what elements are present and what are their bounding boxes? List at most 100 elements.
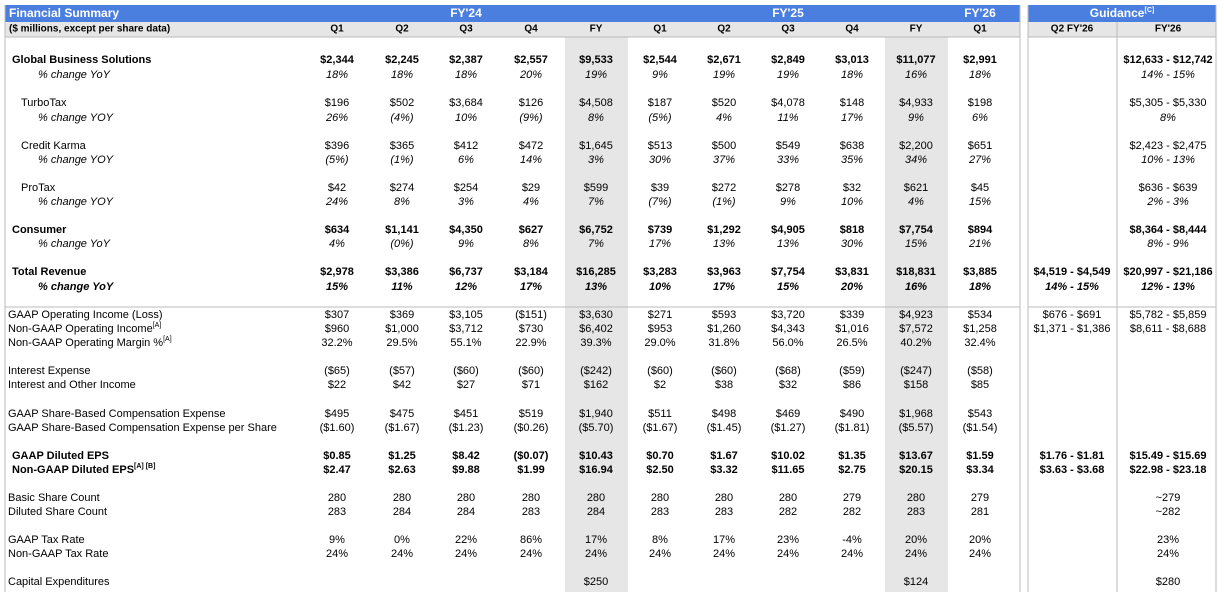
cell-value: 4% [716, 112, 732, 124]
cell-value: ($57) [389, 365, 415, 377]
guidance-value: 10% - 13% [1141, 154, 1195, 166]
cell-value: $549 [776, 140, 800, 152]
cell-value: 35% [841, 154, 863, 166]
cell-value: $960 [325, 323, 349, 335]
row-label-text: Total Revenue [12, 266, 86, 278]
cell-value: 22% [455, 534, 477, 546]
cell-value: $187 [648, 97, 672, 109]
cell-value: 18% [841, 69, 863, 81]
cell-value: 10% [649, 281, 671, 293]
cell-value: $621 [904, 182, 928, 194]
row-label-text: % change YoY [38, 238, 111, 250]
row-label: Basic Share Count [8, 492, 100, 504]
cell-value: $254 [454, 182, 478, 194]
cell-value: $27 [457, 379, 475, 391]
cell-value: 15% [326, 281, 348, 293]
cell-value: 37% [713, 154, 735, 166]
guidance-value: $12,633 - $12,742 [1123, 54, 1212, 66]
guidance-value: $22.98 - $23.18 [1129, 464, 1206, 476]
subheader-bar [5, 22, 1020, 37]
cell-value: ($1.54) [963, 422, 998, 434]
row-label-text: GAAP Tax Rate [8, 534, 85, 546]
cell-value: $520 [712, 97, 736, 109]
guidance-value: $280 [1156, 576, 1180, 588]
row-label-text: % change YOY [38, 154, 114, 166]
cell-value: $451 [454, 408, 478, 420]
cell-value: $739 [648, 224, 672, 236]
cell-value: ($1.67) [385, 422, 420, 434]
row-label: Consumer [12, 224, 67, 236]
cell-value: 32.2% [321, 337, 352, 349]
cell-value: (1%) [390, 154, 414, 166]
cell-value: $3.32 [710, 464, 738, 476]
cell-value: ($59) [839, 365, 865, 377]
row-label: Non-GAAP Operating Margin %[A] [8, 336, 172, 349]
cell-value: 56.0% [772, 337, 803, 349]
cell-value: $9.88 [452, 464, 480, 476]
cell-value: $11.65 [771, 464, 804, 476]
cell-value: $2,671 [707, 54, 741, 66]
cell-value: $1.59 [966, 450, 994, 462]
cell-value: $8.42 [452, 450, 480, 462]
cell-value: ($58) [967, 365, 993, 377]
cell-value: $32 [843, 182, 861, 194]
cell-value: 18% [391, 69, 413, 81]
year-group: FY'26 [964, 6, 996, 20]
cell-value: ($1.27) [771, 422, 806, 434]
cell-value: 20% [969, 534, 991, 546]
row-label-note: [A] [153, 322, 162, 329]
cell-value: 9% [329, 534, 345, 546]
cell-value: 26.5% [836, 337, 867, 349]
year-group: FY'24 [450, 6, 482, 20]
row-label-text: Non-GAAP Operating Margin % [8, 337, 163, 349]
cell-value: 24% [326, 548, 348, 560]
row-label-text: Global Business Solutions [12, 54, 151, 66]
cell-value: 8% [523, 238, 539, 250]
row-label-text: Capital Expenditures [8, 576, 110, 588]
guidance-value: ~279 [1156, 492, 1181, 504]
cell-value: $42 [393, 379, 411, 391]
cell-value: 24% [905, 548, 927, 560]
cell-value: 284 [393, 506, 411, 518]
header-bar [5, 5, 1020, 22]
cell-value: 18% [326, 69, 348, 81]
row-label-text: % change YOY [38, 112, 114, 124]
cell-value: 281 [971, 506, 989, 518]
cell-value: 29.0% [644, 337, 675, 349]
cell-value: 18% [969, 281, 991, 293]
cell-value: $3,720 [771, 309, 805, 321]
cell-value: $0.85 [323, 450, 351, 462]
row-label-text: % change YOY [38, 196, 114, 208]
column-header: Q2 [717, 24, 731, 35]
row-label-text: GAAP Share-Based Compensation Expense [8, 408, 225, 420]
cell-value: $634 [325, 224, 350, 236]
cell-value: $3,013 [835, 54, 869, 66]
row-label-text: ProTax [21, 182, 56, 194]
cell-value: 18% [969, 69, 991, 81]
cell-value: $274 [390, 182, 414, 194]
row-label-note: [A] [163, 336, 172, 343]
cell-value: $148 [840, 97, 864, 109]
cell-value: 8% [394, 196, 410, 208]
cell-value: $307 [325, 309, 349, 321]
cell-value: $3,386 [385, 266, 419, 278]
column-header: FY [910, 24, 923, 35]
row-label-text: % change YoY [38, 69, 111, 81]
cell-value: 284 [457, 506, 475, 518]
guidance-value: $636 - $639 [1139, 182, 1198, 194]
cell-value: 3% [588, 154, 604, 166]
cell-value: 19% [585, 69, 607, 81]
row-label-text: Interest Expense [8, 365, 91, 377]
guidance-column-header: FY'26 [1155, 24, 1182, 35]
cell-value: 11% [391, 281, 412, 293]
cell-value: $1.25 [388, 450, 416, 462]
cell-value: $3,831 [835, 266, 869, 278]
cell-value: $7,754 [771, 266, 806, 278]
cell-value: 8% [588, 112, 604, 124]
cell-value: 17% [713, 534, 735, 546]
guidance-value: 8% - 9% [1147, 238, 1189, 250]
cell-value: 14% [520, 154, 542, 166]
cell-value: $2,245 [385, 54, 419, 66]
cell-value: 279 [971, 492, 989, 504]
